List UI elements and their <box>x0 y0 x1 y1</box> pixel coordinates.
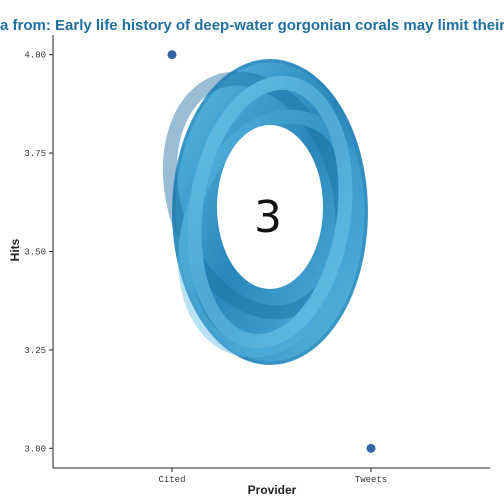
x-axis-title: Provider <box>248 483 297 497</box>
badge-ring-icon <box>162 59 368 365</box>
y-ticks: 3.00 3.25 3.50 3.75 4.00 <box>24 51 53 454</box>
y-tick-label: 4.00 <box>24 51 46 61</box>
x-ticks: Cited Tweets <box>158 468 387 485</box>
badge-score: 3 <box>254 192 282 243</box>
chart-title: a from: Early life history of deep-water… <box>0 17 504 34</box>
y-axis-title: Hits <box>8 238 22 261</box>
x-tick-label: Tweets <box>355 475 387 485</box>
y-tick-label: 3.25 <box>24 346 46 356</box>
y-tick-label: 3.00 <box>24 444 46 454</box>
data-point <box>167 50 177 60</box>
x-tick-label: Cited <box>158 475 185 485</box>
y-tick-label: 3.50 <box>24 248 46 258</box>
y-tick-label: 3.75 <box>24 149 46 159</box>
data-point <box>366 443 376 453</box>
altmetric-badge: 3 <box>162 59 368 365</box>
data-points <box>167 50 376 453</box>
